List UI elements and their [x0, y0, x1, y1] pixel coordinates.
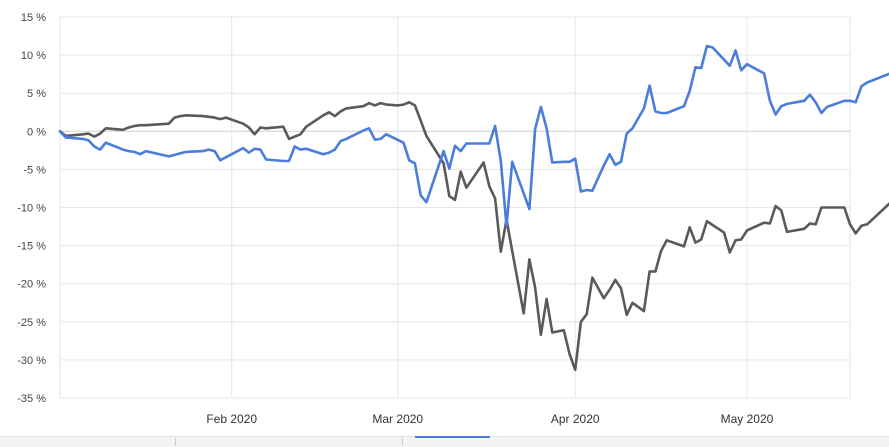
x-axis: Feb 2020 Mar 2020 Apr 2020 May 2020: [206, 412, 773, 426]
x-tick-label: Feb 2020: [206, 412, 257, 426]
series-line-1: [58, 101, 889, 372]
y-tick-label: 5 %: [27, 88, 46, 100]
y-tick-label: 10 %: [21, 50, 46, 62]
footer-range-indicator: [415, 436, 490, 438]
series-lines: [58, 44, 889, 372]
y-axis: 15 % 10 % 5 % 0 % -5 % -10 % -15 % -20 % -25 % -3…: [17, 12, 46, 405]
footer-divider: [402, 438, 403, 446]
y-tick-label: -20 %: [17, 279, 46, 291]
x-tick-label: Mar 2020: [372, 412, 423, 426]
y-tick-label: -25 %: [17, 317, 46, 329]
y-tick-label: 0 %: [27, 126, 46, 138]
y-tick-label: -15 %: [17, 241, 46, 253]
y-tick-label: -10 %: [17, 203, 46, 215]
x-tick-label: Apr 2020: [551, 412, 600, 426]
x-tick-label: May 2020: [721, 412, 774, 426]
footer-divider: [175, 438, 176, 446]
series-line-0: [58, 44, 889, 228]
y-tick-label: -35 %: [17, 393, 46, 405]
grid-lines: [59, 16, 851, 399]
y-tick-label: -30 %: [17, 355, 46, 367]
y-tick-label: 15 %: [21, 12, 46, 24]
y-tick-label: -5 %: [23, 164, 46, 176]
